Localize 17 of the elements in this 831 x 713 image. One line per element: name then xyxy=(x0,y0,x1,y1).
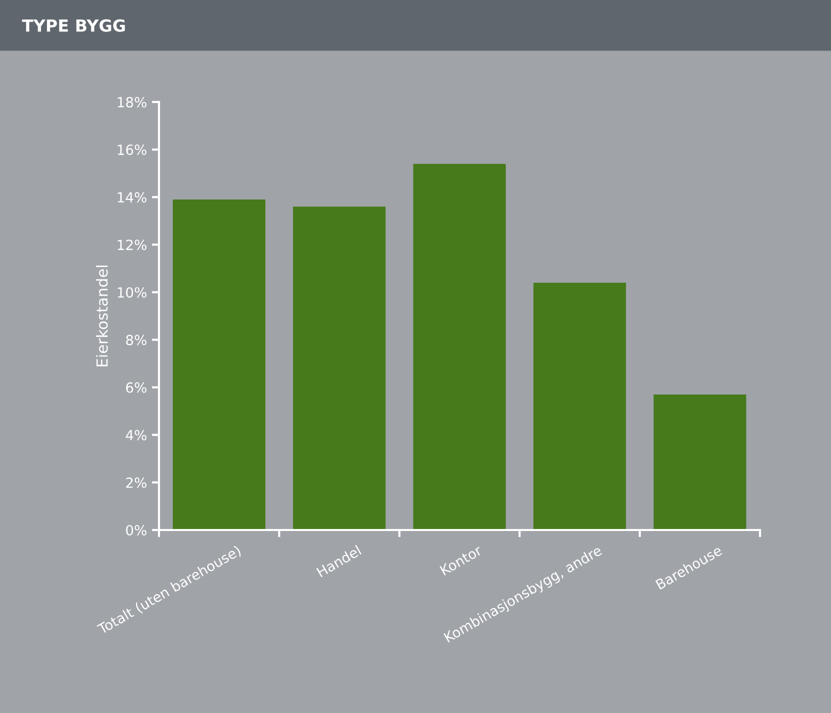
y-tick-label: 0% xyxy=(126,524,146,536)
y-tick-label: 12% xyxy=(118,240,146,250)
y-tick-label: 8% xyxy=(126,334,146,346)
bar xyxy=(293,206,386,530)
chart-title: TYPE BYGG xyxy=(22,19,125,32)
y-tick-label: 6% xyxy=(126,382,146,393)
bar xyxy=(413,164,506,530)
bar xyxy=(533,282,626,530)
y-tick-label: 14% xyxy=(118,192,146,203)
bar xyxy=(172,199,266,530)
y-tick-label: 16% xyxy=(118,144,146,156)
bar xyxy=(654,394,746,530)
y-tick-label: 2% xyxy=(126,477,146,488)
y-tick-label: 4% xyxy=(126,430,146,440)
y-tick-label: 10% xyxy=(118,287,146,298)
y-tick-label: 18% xyxy=(118,96,146,108)
y-axis-title: Eierkostandel xyxy=(96,266,108,366)
